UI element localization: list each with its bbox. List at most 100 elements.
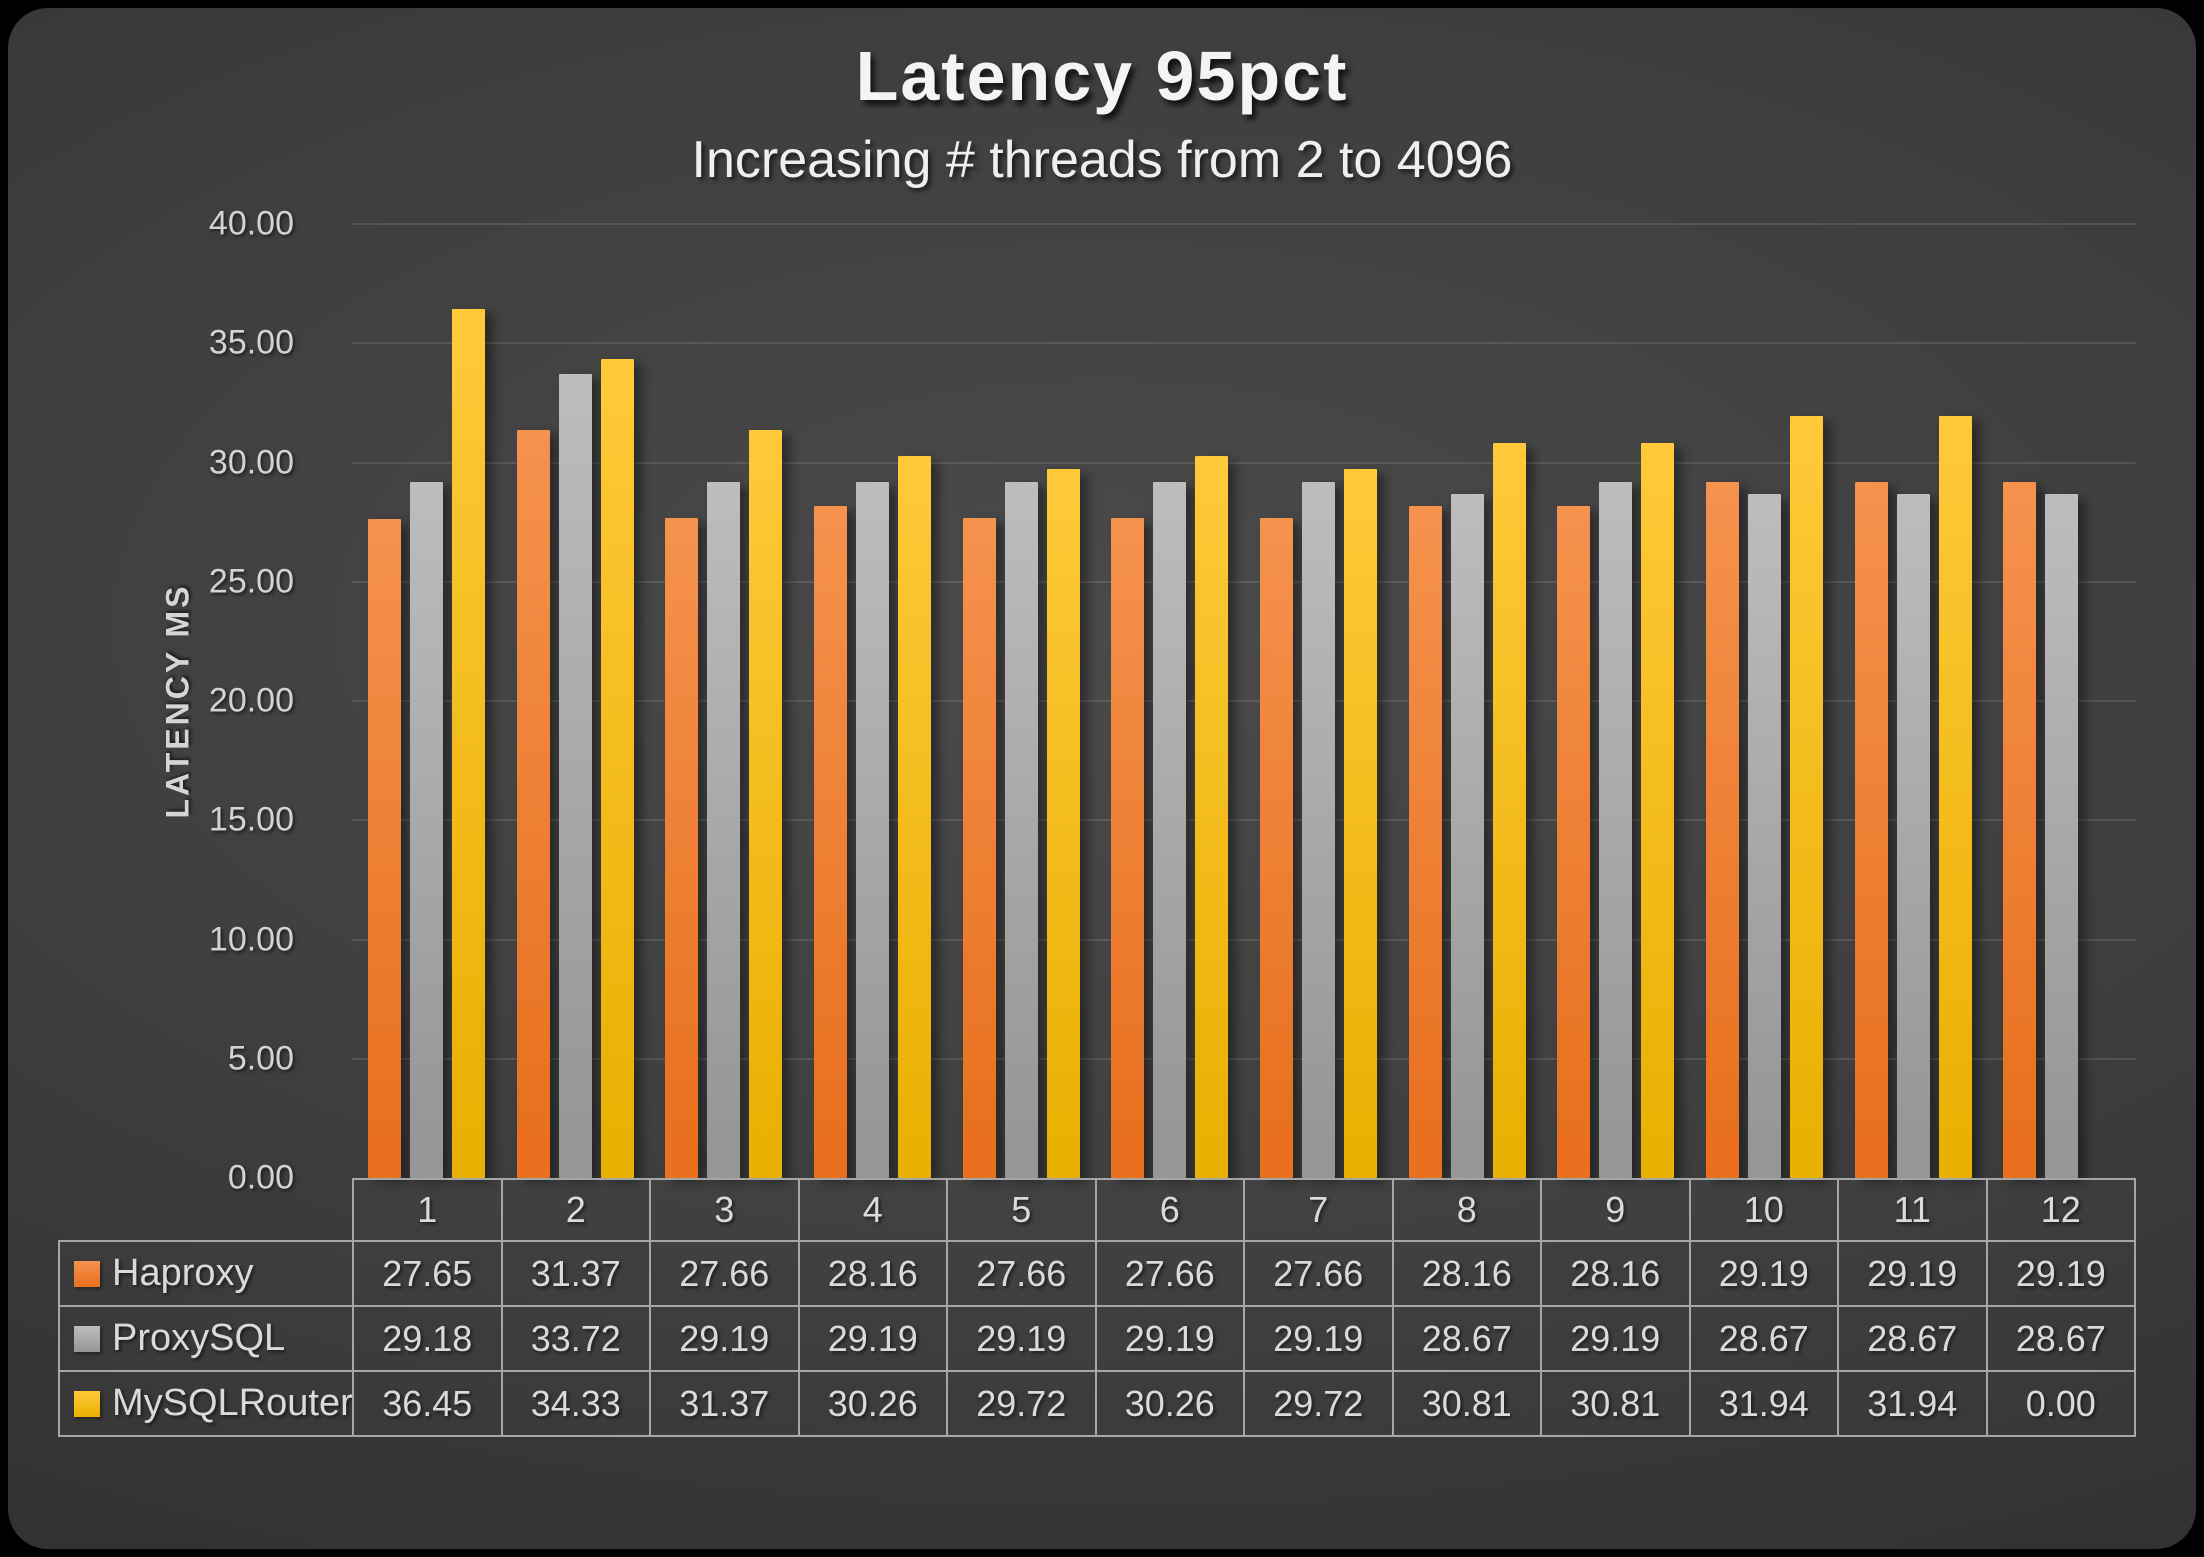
y-tick-label: 15.00 [208, 800, 294, 839]
table-value-cell: 30.81 [1391, 1370, 1542, 1437]
bar-haproxy-cat3 [665, 518, 699, 1178]
category-header: 12 [1985, 1178, 2136, 1242]
table-value-cell: 36.45 [352, 1370, 503, 1437]
bar-haproxy-cat8 [1408, 506, 1442, 1178]
bar-haproxy-cat12 [2003, 481, 2037, 1178]
table-value-cell: 29.19 [1243, 1305, 1394, 1372]
table-value-cell: 28.16 [1391, 1240, 1542, 1307]
table-value-cell: 0.00 [1985, 1370, 2136, 1437]
table-value-cell: 29.19 [797, 1305, 948, 1372]
chart-title: Latency 95pct [855, 37, 1349, 115]
bar-haproxy-cat9 [1557, 506, 1591, 1178]
table-value-cell: 29.72 [1243, 1370, 1394, 1437]
bar-mysqlrouter-cat6 [1195, 456, 1229, 1178]
table-value-cell: 27.65 [352, 1240, 503, 1307]
table-value-cell: 27.66 [1243, 1240, 1394, 1307]
y-tick-label: 5.00 [227, 1039, 294, 1078]
table-value-cell: 29.19 [946, 1305, 1097, 1372]
table-value-cell: 30.26 [797, 1370, 948, 1437]
category-header: 6 [1094, 1178, 1245, 1242]
series-name: Haproxy [112, 1252, 254, 1294]
table-value-cell: 31.94 [1688, 1370, 1839, 1437]
legend-swatch-icon [74, 1326, 100, 1352]
legend-swatch-icon [74, 1261, 100, 1287]
grid-line [352, 938, 2136, 941]
bar-mysqlrouter-cat2 [600, 359, 634, 1178]
table-value-cell: 31.37 [500, 1240, 651, 1307]
table-value-cell: 30.81 [1540, 1370, 1691, 1437]
data-table: 1 2 3 4 5 6 7 8 9 10 11 12 Haproxy 27.65 31.37 27.66 28.… [58, 1178, 2136, 1437]
series-name: MySQLRouter [112, 1382, 353, 1424]
table-header-row: 1 2 3 4 5 6 7 8 9 10 11 12 [59, 1178, 2136, 1242]
series-name: ProxySQL [112, 1317, 286, 1359]
table-value-cell: 29.19 [649, 1305, 800, 1372]
grid-line [352, 342, 2136, 345]
slide: Latency 95pct Increasing # threads from … [8, 8, 2196, 1549]
y-tick-label: 35.00 [208, 323, 294, 362]
y-tick-label: 0.00 [227, 1158, 294, 1197]
y-tick-label: 30.00 [208, 443, 294, 481]
table-corner-blank [59, 1179, 353, 1241]
legend-swatch-icon [74, 1391, 100, 1417]
category-header: 9 [1540, 1178, 1691, 1242]
table-value-cell: 27.66 [1094, 1240, 1245, 1307]
bar-proxysql-cat1 [409, 482, 443, 1178]
bar-proxysql-cat4 [855, 481, 889, 1178]
table-value-cell: 29.19 [1837, 1240, 1988, 1307]
category-header: 1 [352, 1178, 503, 1242]
y-tick-label: 20.00 [208, 681, 294, 720]
bar-haproxy-cat4 [813, 506, 847, 1178]
grid-line [352, 819, 2136, 822]
table-value-cell: 30.26 [1094, 1370, 1245, 1437]
bar-mysqlrouter-cat7 [1343, 469, 1377, 1178]
table-value-cell: 29.18 [352, 1305, 503, 1372]
category-header: 2 [500, 1178, 651, 1242]
bar-proxysql-cat12 [2045, 494, 2079, 1178]
bar-haproxy-cat10 [1705, 481, 1739, 1178]
table-value-cell: 28.16 [797, 1240, 948, 1307]
chart-subtitle: Increasing # threads from 2 to 4096 [691, 131, 1513, 189]
table-value-cell: 31.37 [649, 1370, 800, 1437]
bar-mysqlrouter-cat8 [1492, 443, 1526, 1178]
bar-proxysql-cat5 [1004, 481, 1038, 1178]
bar-mysqlrouter-cat11 [1938, 416, 1972, 1178]
table-value-cell: 28.16 [1540, 1240, 1691, 1307]
bar-haproxy-cat2 [516, 429, 550, 1178]
legend-cell-haproxy: Haproxy [58, 1240, 354, 1307]
category-header: 8 [1391, 1178, 1542, 1242]
legend-cell-proxysql: ProxySQL [58, 1305, 354, 1372]
bar-proxysql-cat9 [1599, 481, 1633, 1178]
table-value-cell: 28.67 [1837, 1305, 1988, 1372]
table-value-cell: 27.66 [946, 1240, 1097, 1307]
bar-haproxy-cat6 [1111, 518, 1145, 1178]
bar-mysqlrouter-cat4 [897, 456, 931, 1178]
bar-haproxy-cat7 [1259, 518, 1293, 1178]
bar-proxysql-cat3 [707, 481, 741, 1178]
table-value-cell: 27.66 [649, 1240, 800, 1307]
bar-proxysql-cat11 [1896, 494, 1930, 1178]
grid-line [352, 1057, 2136, 1060]
table-value-cell: 29.72 [946, 1370, 1097, 1437]
bar-proxysql-cat2 [558, 373, 592, 1178]
grid-line [352, 700, 2136, 702]
plot-area: 0.00 5.00 10.00 15.00 20.00 25.00 30.00 35.00 40… [209, 205, 2136, 1197]
category-header: 3 [649, 1178, 800, 1242]
table-row-haproxy: Haproxy 27.65 31.37 27.66 28.16 27.66 27.66 27.… [58, 1240, 2136, 1307]
bar-proxysql-cat7 [1301, 481, 1335, 1178]
table-value-cell: 28.67 [1391, 1305, 1542, 1372]
category-header: 7 [1243, 1178, 1394, 1242]
table-value-cell: 28.67 [1688, 1305, 1839, 1372]
category-header: 5 [946, 1178, 1097, 1242]
table-row-mysqlrouter: MySQLRouter 36.45 34.33 31.37 30.26 29.72 30.2… [58, 1370, 2136, 1437]
bar-mysqlrouter-cat3 [749, 429, 783, 1178]
bar-proxysql-cat8 [1450, 494, 1484, 1178]
table-value-cell: 31.94 [1837, 1370, 1988, 1437]
bar-haproxy-cat5 [962, 518, 996, 1178]
grid-line [352, 223, 2136, 225]
table-value-cell: 33.72 [500, 1305, 651, 1372]
grid-line [352, 580, 2136, 583]
bar-haproxy-cat1 [367, 518, 401, 1178]
bar-proxysql-cat6 [1153, 481, 1187, 1178]
table-value-cell: 29.19 [1094, 1305, 1245, 1372]
bar-mysqlrouter-cat1 [451, 308, 485, 1178]
